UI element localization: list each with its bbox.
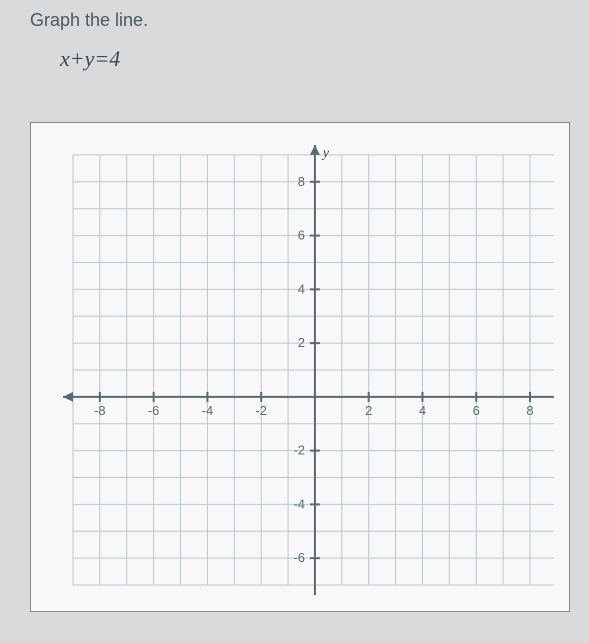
x-axis-arrow-left: [63, 392, 73, 402]
x-tick-label: -6: [148, 403, 160, 418]
x-tick-label: 6: [473, 403, 480, 418]
chart-container[interactable]: -8-6-4-22468-6-4-22468xy: [30, 122, 570, 612]
equation: x+y=4: [60, 46, 559, 72]
equation-equals: =: [94, 46, 109, 71]
y-tick-label: 6: [298, 228, 305, 243]
y-axis-arrow-up: [310, 145, 320, 155]
x-tick-label: 2: [365, 403, 372, 418]
equation-var-y: y: [85, 46, 95, 71]
equation-var-x: x: [60, 46, 70, 71]
y-axis-label: y: [321, 146, 330, 161]
y-tick-label: 8: [298, 174, 305, 189]
instruction-text: Graph the line.: [30, 10, 559, 31]
equation-plus: +: [70, 46, 85, 71]
x-tick-label: -4: [202, 403, 214, 418]
y-tick-label: -4: [293, 496, 305, 511]
coordinate-plane[interactable]: -8-6-4-22468-6-4-22468xy: [46, 138, 554, 596]
y-tick-label: -6: [293, 550, 305, 565]
x-tick-label: -2: [255, 403, 267, 418]
y-tick-label: 4: [298, 281, 305, 296]
x-tick-label: 4: [419, 403, 426, 418]
x-tick-label: -8: [94, 403, 106, 418]
x-tick-label: 8: [526, 403, 533, 418]
equation-rhs: 4: [109, 46, 120, 71]
y-tick-label: 2: [298, 335, 305, 350]
y-tick-label: -2: [293, 443, 305, 458]
